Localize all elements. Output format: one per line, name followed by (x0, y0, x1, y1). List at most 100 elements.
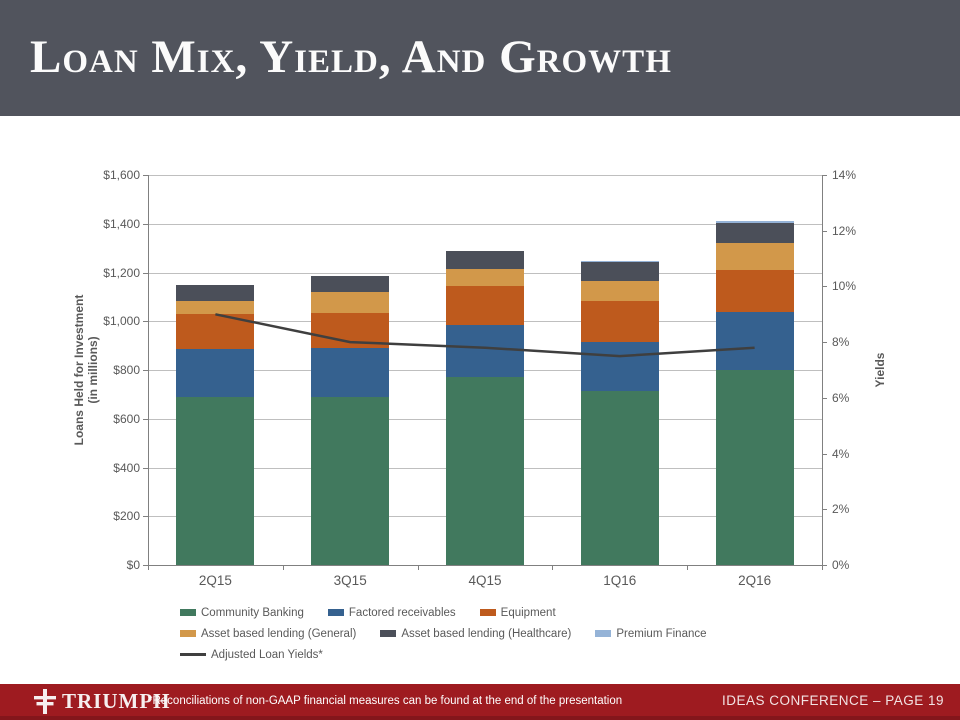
left-axis-tick-label: $1,600 (103, 168, 140, 182)
legend-item: Asset based lending (Healthcare) (380, 628, 571, 640)
right-axis-tick (822, 342, 827, 344)
right-axis-tick (822, 453, 827, 455)
right-axis-tick (822, 509, 827, 511)
footer-edge (0, 716, 960, 720)
bar-segment-community-banking (176, 396, 255, 565)
right-axis-tick (822, 175, 827, 176)
bar-segment-factored-receivables (176, 349, 255, 397)
triumph-cross-icon (34, 689, 56, 714)
legend-item: Equipment (479, 606, 556, 619)
left-axis-tick-label: $200 (113, 509, 140, 524)
stacked-bar-2Q16 (715, 175, 794, 565)
legend-item: Adjusted Loan Yields* (180, 649, 323, 661)
left-axis-tick (143, 272, 148, 274)
legend-label: Adjusted Loan Yields* (211, 648, 323, 661)
right-axis-title: Yields (873, 352, 887, 388)
left-axis-tick (143, 370, 148, 371)
bar-segment-community-banking (715, 370, 794, 565)
x-axis-category-label: 1Q16 (603, 573, 637, 588)
right-axis-tick (822, 565, 827, 566)
bottom-axis-line (148, 565, 823, 566)
triumph-logo: TRIUMPH (34, 689, 171, 714)
page-number-label: IDEAS CONFERENCE – PAGE 19 (721, 693, 944, 708)
chart-legend: Community Banking Factored receivables Equ… (180, 602, 707, 665)
bar-segment-asset-based-lending-healthcare- (715, 222, 794, 244)
left-axis-tick (143, 516, 148, 518)
x-axis-category-label: 4Q15 (468, 573, 502, 588)
legend-row: Adjusted Loan Yields* (180, 644, 707, 665)
slide-header: Loan Mix, Yield, And Growth (0, 0, 960, 116)
legend-label: Factored receivables (348, 606, 456, 619)
left-axis-tick-label: $0 (126, 558, 140, 572)
category-boundary-tick (417, 565, 419, 570)
gridline (148, 175, 822, 176)
legend-swatch (479, 609, 496, 616)
category-boundary-tick (822, 565, 823, 570)
category-boundary-tick (552, 565, 554, 570)
bar-segment-asset-based-lending-healthcare- (311, 276, 390, 292)
left-axis-tick (143, 467, 148, 469)
right-axis-tick-label: 0% (832, 558, 850, 572)
legend-label: Asset based lending (General) (201, 627, 357, 640)
right-axis-tick (822, 397, 827, 399)
category-boundary-tick (148, 565, 149, 570)
legend-label: Equipment (500, 606, 556, 619)
legend-item: Premium Finance (595, 628, 707, 640)
stacked-bar-4Q15 (446, 175, 524, 565)
right-axis-tick-label: 2% (832, 502, 850, 517)
adjusted-loan-yields-line (215, 313, 755, 358)
bar-segment-asset-based-lending-general- (311, 292, 390, 313)
bar-segment-asset-based-lending-general- (176, 300, 255, 314)
right-axis-tick-label: 8% (832, 335, 850, 350)
bar-segment-asset-based-lending-healthcare- (176, 284, 255, 301)
x-axis-category-label: 2Q16 (738, 573, 772, 588)
legend-item: Factored receivables (327, 606, 456, 619)
logo-text: TRIUMPH (62, 689, 171, 713)
bar-segment-equipment (580, 300, 659, 342)
bar-segment-equipment (715, 270, 794, 312)
stacked-bar-1Q16 (580, 175, 659, 565)
gridline (148, 223, 822, 225)
legend-label: Asset based lending (Healthcare) (401, 627, 572, 640)
legend-swatch (180, 630, 196, 637)
legend-label: Community Banking (201, 606, 304, 619)
stacked-bar-3Q15 (311, 175, 390, 565)
bar-segment-equipment (446, 285, 524, 325)
category-boundary-tick (282, 565, 284, 570)
slide-footer: TRIUMPH *Reconciliations of non-GAAP fin… (0, 684, 960, 720)
legend-swatch (380, 630, 397, 637)
legend-row: Community Banking Factored receivables Equ… (180, 602, 707, 623)
left-axis-tick-label: $800 (113, 363, 140, 377)
right-axis-line (822, 175, 823, 565)
bar-segment-factored-receivables (580, 341, 659, 391)
left-axis-tick (143, 565, 148, 566)
left-axis-tick (143, 175, 148, 176)
left-axis-tick (143, 418, 148, 420)
x-axis-category-label: 2Q15 (198, 573, 232, 588)
bar-segment-asset-based-lending-general- (580, 281, 659, 301)
right-axis-tick-label: 4% (832, 446, 850, 461)
bar-segment-premium-finance (715, 221, 794, 223)
footnote: *Reconciliations of non-GAAP financial m… (148, 695, 623, 707)
bar-segment-factored-receivables (311, 348, 390, 397)
left-axis-tick-label: $1,200 (103, 265, 140, 280)
loan-mix-chart: $0 $200 $400 $600 $800 $1,000 $1,200 $1,400 $1,6… (103, 168, 856, 588)
bar-segment-factored-receivables (715, 311, 794, 370)
legend-swatch (595, 630, 612, 637)
left-axis-tick (143, 321, 148, 323)
bar-segment-community-banking (580, 390, 659, 565)
right-axis-tick (822, 286, 827, 288)
bar-segment-asset-based-lending-general- (446, 268, 524, 286)
left-axis-tick-label: $1,000 (103, 314, 140, 329)
legend-line-swatch (180, 653, 206, 656)
bar-segment-premium-finance (580, 260, 659, 262)
right-axis-tick-label: 12% (832, 223, 857, 238)
bar-segment-asset-based-lending-healthcare- (446, 250, 524, 269)
right-axis-tick-label: 6% (832, 390, 850, 405)
left-axis-tick-label: $600 (113, 411, 140, 426)
legend-item: Asset based lending (General) (180, 628, 356, 640)
bar-segment-community-banking (311, 396, 390, 565)
legend-swatch (327, 609, 344, 616)
left-axis-tick-label: $1,400 (103, 216, 140, 231)
